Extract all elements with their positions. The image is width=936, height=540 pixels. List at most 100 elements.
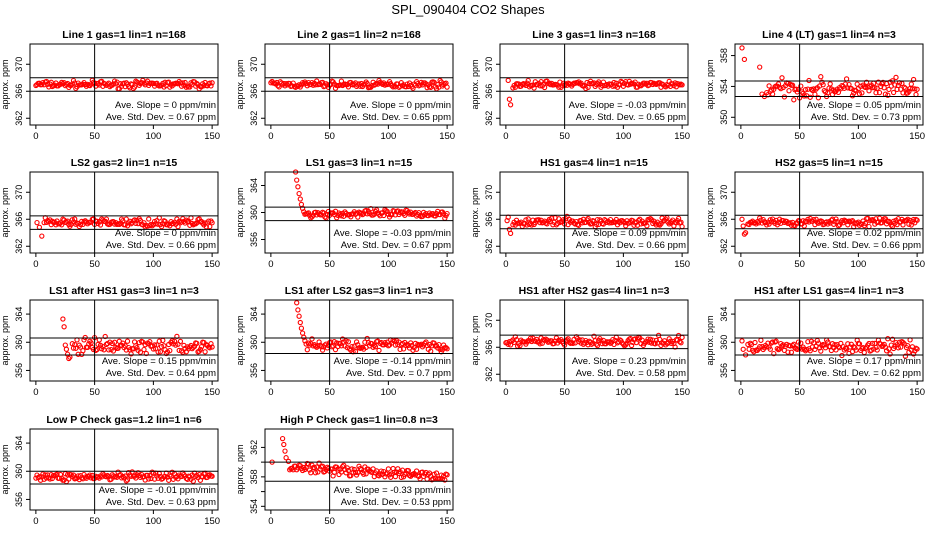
y-axis-label: approx. ppm bbox=[0, 315, 10, 365]
data-point bbox=[842, 81, 849, 87]
x-tick-label: 150 bbox=[909, 387, 925, 398]
data-point bbox=[594, 342, 601, 349]
data-point bbox=[103, 474, 110, 480]
data-point bbox=[444, 84, 450, 90]
plot-frame bbox=[264, 428, 454, 511]
data-point bbox=[769, 339, 776, 345]
data-point bbox=[758, 337, 764, 343]
x-tick-label: 50 bbox=[324, 259, 335, 270]
y-tick-label: 370 bbox=[249, 57, 259, 72]
data-point bbox=[362, 339, 368, 345]
data-point bbox=[381, 212, 387, 219]
y-tick-label: 366 bbox=[249, 84, 259, 99]
std-dev-annotation: Ave. Std. Dev. = 0.73 ppm bbox=[811, 112, 921, 123]
data-point bbox=[43, 78, 50, 85]
data-point bbox=[400, 346, 407, 352]
x-tick-label: 100 bbox=[145, 516, 161, 527]
data-point bbox=[645, 336, 651, 342]
data-point bbox=[442, 477, 448, 483]
data-point bbox=[275, 83, 281, 89]
data-point bbox=[209, 473, 215, 479]
data-point bbox=[61, 324, 67, 330]
data-point bbox=[747, 340, 753, 346]
x-tick-label: 0 bbox=[738, 259, 743, 270]
data-point bbox=[418, 79, 424, 86]
data-point bbox=[821, 342, 827, 348]
data-point bbox=[355, 214, 361, 220]
data-point bbox=[801, 223, 807, 229]
data-point bbox=[905, 343, 911, 349]
x-tick-label: 100 bbox=[380, 387, 396, 398]
data-point bbox=[413, 468, 420, 474]
data-point bbox=[893, 74, 899, 81]
data-point bbox=[62, 342, 68, 348]
data-point bbox=[198, 344, 205, 350]
data-point bbox=[146, 476, 152, 482]
data-point bbox=[403, 342, 409, 349]
data-point bbox=[806, 77, 812, 84]
x-tick-label: 100 bbox=[615, 259, 631, 270]
data-point bbox=[420, 473, 427, 480]
data-point bbox=[839, 352, 845, 359]
x-tick-label: 150 bbox=[204, 387, 220, 398]
data-point bbox=[444, 472, 450, 478]
data-point bbox=[807, 348, 813, 354]
data-point bbox=[123, 478, 129, 484]
panel-4: Line 4 (LT) gas=1 lin=4 n=3 approx. ppm 0 5… bbox=[705, 29, 925, 142]
data-point bbox=[349, 343, 355, 350]
data-point bbox=[832, 219, 838, 225]
data-point bbox=[444, 210, 450, 217]
data-point bbox=[628, 342, 635, 349]
data-point bbox=[167, 347, 173, 354]
data-point bbox=[517, 342, 523, 349]
data-point bbox=[95, 341, 101, 348]
data-point bbox=[299, 80, 306, 86]
data-point bbox=[60, 316, 66, 322]
x-tick-label: 100 bbox=[380, 516, 396, 527]
data-point bbox=[776, 84, 783, 91]
data-point bbox=[183, 84, 189, 90]
y-tick-label: 362 bbox=[719, 239, 729, 254]
data-point bbox=[433, 470, 440, 476]
data-point bbox=[104, 472, 111, 479]
data-point bbox=[180, 349, 186, 355]
data-point bbox=[819, 79, 825, 85]
panel-title: LS1 gas=3 lin=1 n=15 bbox=[306, 157, 413, 169]
data-point bbox=[363, 471, 369, 477]
data-point bbox=[385, 466, 392, 472]
y-tick-label: 350 bbox=[719, 110, 729, 125]
data-point bbox=[377, 471, 383, 477]
x-tick-label: 0 bbox=[738, 387, 743, 398]
data-point bbox=[97, 222, 104, 228]
data-point bbox=[505, 77, 511, 84]
data-point bbox=[505, 341, 511, 347]
data-point bbox=[297, 196, 303, 202]
data-point bbox=[413, 346, 420, 352]
data-point bbox=[678, 340, 684, 346]
data-point bbox=[574, 80, 581, 86]
panel-title: Line 1 gas=1 lin=1 n=168 bbox=[62, 29, 186, 41]
data-point bbox=[169, 338, 175, 344]
data-point bbox=[873, 344, 879, 351]
data-point bbox=[813, 86, 819, 92]
data-point bbox=[319, 347, 326, 353]
panel-6: LS1 gas=3 lin=1 n=15 approx. ppm 0 50 100 150… bbox=[235, 157, 455, 270]
data-point bbox=[529, 222, 535, 228]
data-point bbox=[623, 79, 629, 85]
data-point bbox=[82, 474, 88, 480]
data-point bbox=[599, 340, 605, 347]
panel-11: HS1 after HS2 gas=4 lin=1 n=3 approx. ppm… bbox=[470, 285, 690, 398]
data-point bbox=[316, 339, 322, 345]
data-point bbox=[103, 216, 110, 222]
y-tick-label: 354 bbox=[719, 79, 729, 94]
y-tick-label: 360 bbox=[14, 464, 24, 479]
data-point bbox=[209, 344, 215, 350]
data-point bbox=[398, 474, 404, 481]
panel-title: HS1 after LS1 gas=4 lin=1 n=3 bbox=[754, 285, 904, 297]
data-point bbox=[886, 86, 892, 93]
data-point bbox=[908, 81, 914, 87]
data-point bbox=[156, 215, 162, 221]
data-point bbox=[650, 81, 656, 88]
data-point bbox=[207, 80, 213, 86]
data-point bbox=[866, 340, 872, 347]
